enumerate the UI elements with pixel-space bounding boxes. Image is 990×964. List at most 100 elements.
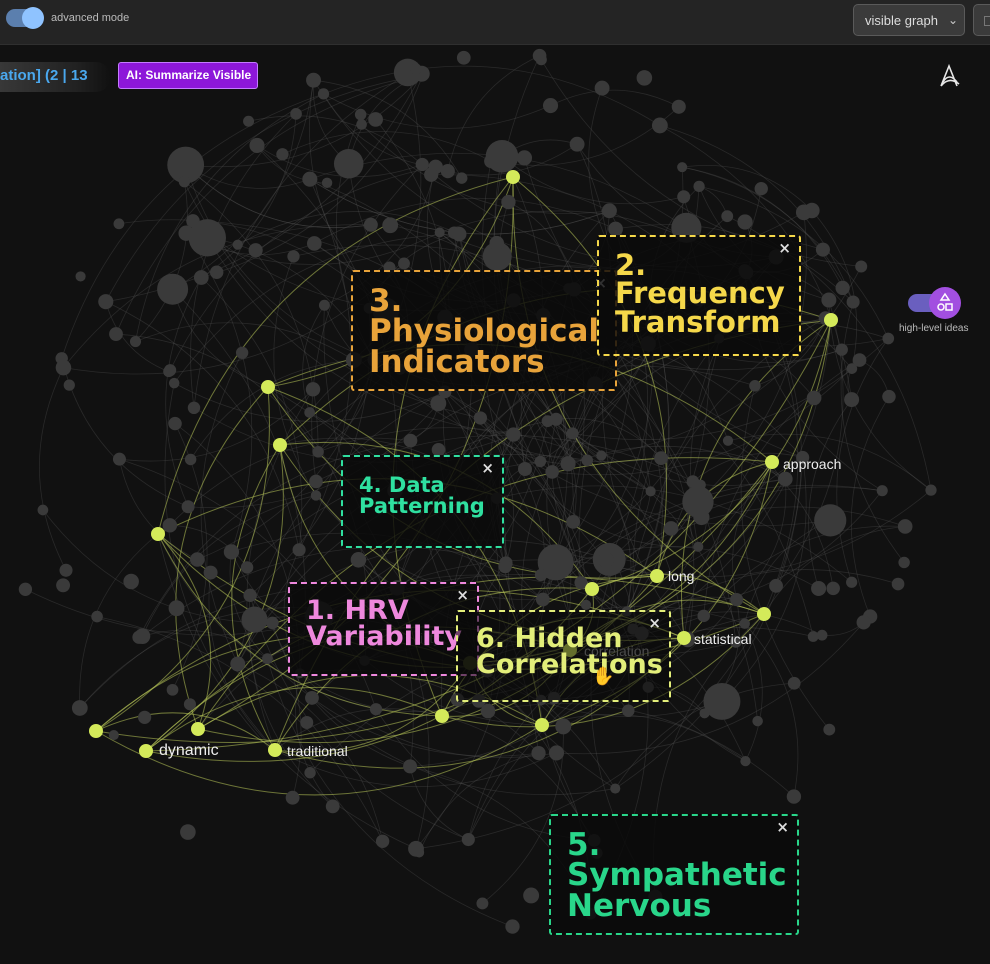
graph-node[interactable] — [461, 833, 475, 847]
graph-node-highlighted[interactable] — [585, 582, 599, 596]
graph-node-highlighted[interactable] — [506, 170, 520, 184]
graph-node-highlighted[interactable] — [268, 743, 282, 757]
graph-node[interactable] — [581, 454, 593, 467]
graph-node[interactable] — [796, 450, 810, 465]
graph-node[interactable] — [368, 112, 383, 127]
graph-node[interactable] — [769, 578, 783, 593]
graph-node[interactable] — [740, 756, 751, 767]
graph-node[interactable] — [408, 840, 424, 857]
graph-node[interactable] — [456, 172, 468, 184]
graph-node[interactable] — [302, 171, 318, 187]
graph-node[interactable] — [369, 703, 383, 716]
graph-node[interactable] — [363, 217, 378, 232]
graph-node[interactable] — [249, 137, 265, 153]
graph-node[interactable] — [722, 435, 734, 446]
graph-node[interactable] — [846, 576, 858, 588]
graph-node[interactable] — [925, 484, 937, 496]
graph-node[interactable] — [823, 723, 836, 736]
graph-node[interactable] — [276, 148, 289, 161]
graph-node[interactable] — [749, 380, 761, 392]
graph-node[interactable] — [292, 543, 306, 557]
graph-node[interactable] — [489, 235, 505, 251]
graph-node[interactable] — [333, 148, 364, 179]
graph-node[interactable] — [730, 593, 744, 607]
graph-node[interactable] — [188, 219, 227, 257]
graph-node[interactable] — [305, 382, 321, 397]
graph-node[interactable] — [682, 486, 714, 518]
graph-node[interactable] — [262, 653, 273, 665]
graph-node[interactable] — [164, 364, 177, 377]
graph-node[interactable] — [230, 656, 246, 672]
graph-node[interactable] — [232, 239, 243, 250]
graph-node[interactable] — [37, 504, 49, 516]
graph-node[interactable] — [882, 332, 895, 345]
graph-node[interactable] — [287, 250, 300, 263]
graph-node[interactable] — [56, 578, 71, 593]
graph-node[interactable] — [190, 552, 205, 567]
graph-node[interactable] — [651, 117, 668, 134]
graph-node[interactable] — [752, 715, 763, 727]
graph-node[interactable] — [686, 475, 700, 488]
graph-node[interactable] — [663, 521, 679, 536]
graph-node[interactable] — [498, 560, 512, 574]
graph-node[interactable] — [816, 629, 828, 641]
graph-node[interactable] — [403, 433, 418, 448]
close-icon[interactable]: × — [456, 586, 469, 604]
graph-node[interactable] — [187, 401, 201, 415]
knowledge-graph-canvas[interactable] — [0, 45, 990, 964]
graph-node[interactable] — [835, 280, 850, 296]
graph-node[interactable] — [501, 194, 516, 210]
graph-node[interactable] — [505, 919, 520, 934]
topic-box-hidden-correlations[interactable]: 6. Hidden Correlations × — [456, 610, 671, 702]
graph-node[interactable] — [737, 214, 753, 230]
topic-box-hrv-variability[interactable]: 1. HRV Variability × — [288, 582, 479, 676]
graph-node[interactable] — [382, 217, 399, 234]
graph-node[interactable] — [354, 108, 367, 121]
graph-node[interactable] — [608, 221, 623, 237]
graph-node[interactable] — [534, 455, 547, 468]
graph-node[interactable] — [821, 292, 837, 308]
graph-node-highlighted[interactable] — [435, 709, 449, 723]
graph-node[interactable] — [677, 190, 691, 204]
graph-node[interactable] — [424, 167, 439, 182]
graph-node[interactable] — [636, 70, 653, 86]
graph-node[interactable] — [882, 389, 896, 404]
graph-node[interactable] — [209, 265, 224, 279]
graph-node[interactable] — [312, 446, 324, 458]
graph-node[interactable] — [181, 500, 195, 514]
graph-node[interactable] — [266, 616, 279, 630]
graph-node[interactable] — [157, 273, 189, 305]
graph-node-highlighted[interactable] — [151, 527, 165, 541]
close-icon[interactable]: × — [776, 818, 789, 836]
graph-node[interactable] — [835, 343, 848, 356]
graph-node[interactable] — [476, 897, 489, 910]
graph-node[interactable] — [532, 48, 547, 63]
graph-node[interactable] — [356, 119, 367, 130]
graph-node[interactable] — [290, 108, 302, 120]
graph-node[interactable] — [309, 474, 323, 489]
graph-node[interactable] — [654, 451, 668, 465]
graph-node[interactable] — [523, 887, 540, 904]
graph-node-highlighted[interactable] — [535, 718, 549, 732]
graph-node[interactable] — [63, 379, 75, 391]
graph-node[interactable] — [534, 568, 548, 582]
graph-node[interactable] — [310, 490, 322, 501]
graph-node[interactable] — [729, 635, 742, 648]
graph-node[interactable] — [815, 242, 830, 257]
graph-node[interactable] — [285, 790, 300, 805]
graph-node[interactable] — [855, 260, 868, 273]
graph-node[interactable] — [235, 346, 249, 359]
graph-node[interactable] — [430, 395, 447, 412]
graph-node[interactable] — [318, 299, 330, 311]
graph-node[interactable] — [844, 392, 860, 408]
graph-node[interactable] — [431, 442, 446, 457]
graph-node[interactable] — [184, 453, 197, 466]
graph-node[interactable] — [168, 416, 182, 431]
graph-node[interactable] — [398, 257, 410, 270]
graph-node-highlighted[interactable] — [765, 455, 779, 469]
graph-node[interactable] — [112, 452, 126, 466]
graph-node[interactable] — [203, 565, 218, 580]
graph-node[interactable] — [480, 703, 496, 719]
graph-node[interactable] — [456, 50, 471, 65]
graph-node[interactable] — [826, 581, 840, 596]
